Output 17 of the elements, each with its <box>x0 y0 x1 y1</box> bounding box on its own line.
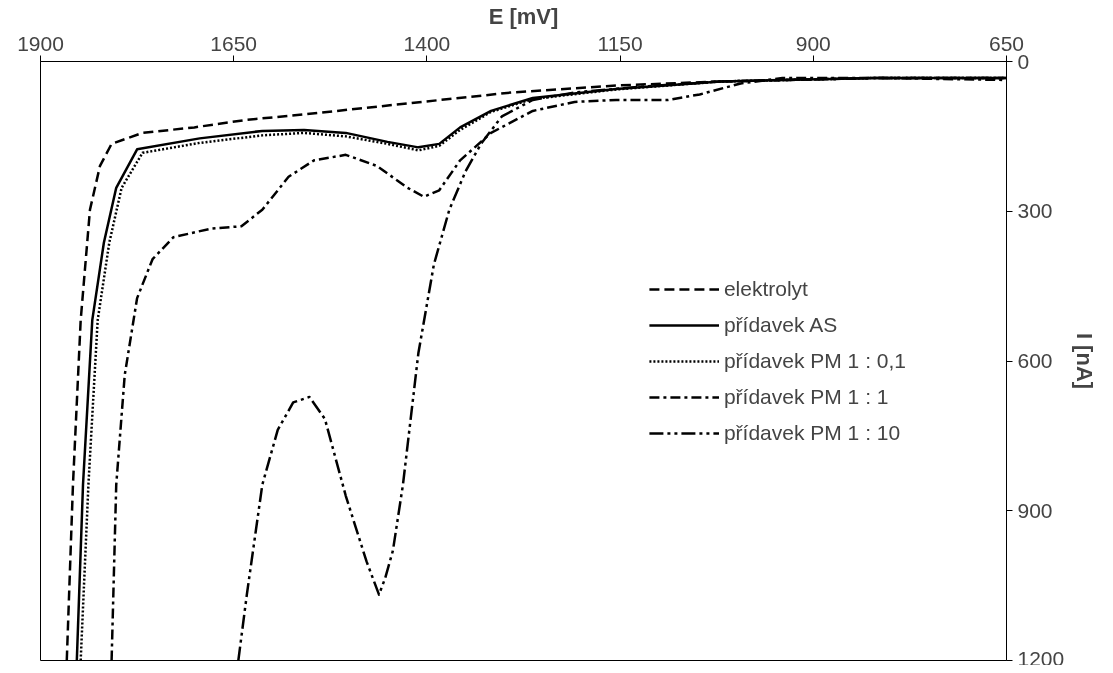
y-tick-label: 600 <box>1017 349 1053 372</box>
x-axis-title: E [mV] <box>488 3 559 29</box>
x-tick-label: 1650 <box>210 31 258 55</box>
x-tick-label: 1900 <box>17 31 64 55</box>
x-tick-label: 1150 <box>597 31 643 55</box>
legend-label: přídavek PM 1 : 1 <box>723 384 889 409</box>
x-tick-label: 1400 <box>403 31 451 55</box>
legend-label: přídavek PM 1 : 10 <box>723 420 901 445</box>
x-tick-label: 900 <box>795 31 831 55</box>
legend-label: přídavek PM 1 : 0,1 <box>723 348 906 373</box>
y-tick-label: 1200 <box>1017 646 1065 670</box>
legend-label: elektrolyt <box>723 276 808 301</box>
x-tick-label: 650 <box>988 31 1025 55</box>
y-tick-label: 900 <box>1017 498 1053 522</box>
y-axis-title: I [nA] <box>1072 332 1098 390</box>
y-tick-label: 300 <box>1017 199 1053 223</box>
legend-label: přídavek AS <box>723 312 838 337</box>
